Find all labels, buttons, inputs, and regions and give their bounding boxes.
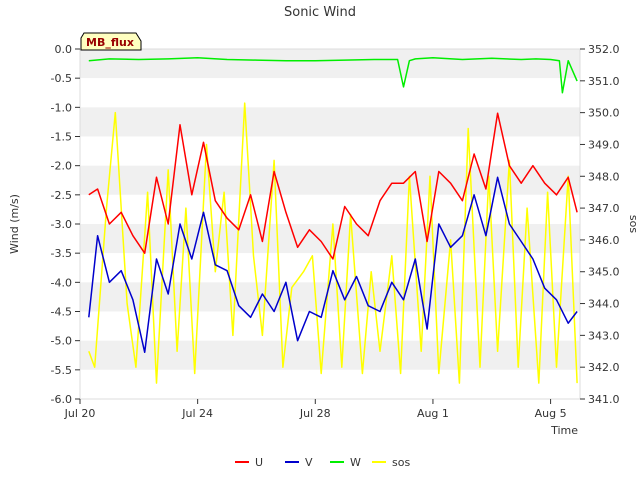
y-tick-label: -5.5 [51,364,72,377]
grid-band [80,136,580,166]
y2-tick-label: 347.0 [588,202,620,215]
chart-title: Sonic Wind [284,5,356,20]
y-tick-label: -1.0 [51,101,72,114]
y-tick-label: -4.0 [51,276,72,289]
legend-label-U: U [255,456,263,469]
x-tick-label: Aug 1 [417,407,449,420]
y-tick-label: -0.5 [51,72,72,85]
y-tick-label: -1.5 [51,131,72,144]
x-tick-label: Aug 5 [535,407,567,420]
y-tick-label: -6.0 [51,393,72,406]
legend-label-sos: sos [392,456,410,469]
y2-tick-label: 345.0 [588,266,620,279]
y2-tick-label: 343.0 [588,329,620,342]
grid-band [80,107,580,137]
y-axis-left: 0.0 -0.5 -1.0 -1.5 -2.0 -2.5 -3.0 -3.5 -4.0 -4.5 -… [51,43,80,406]
grid-band [80,369,580,399]
y-tick-label: -5.0 [51,335,72,348]
plot-background-bands [80,49,580,399]
series-line-W [88,57,578,94]
y2-axis-label: sos [627,215,640,233]
grid-band [80,194,580,224]
grid-band [80,282,580,312]
y2-tick-label: 341.0 [588,393,620,406]
legend-label-V: V [305,456,313,469]
y2-tick-label: 344.0 [588,298,620,311]
y-tick-label: -3.5 [51,247,72,260]
y-tick-label: -2.5 [51,189,72,202]
station-badge: MB_flux [80,32,142,51]
legend-label-W: W [350,456,361,469]
y-tick-label: -3.0 [51,218,72,231]
x-tick-label: Jul 24 [181,407,213,420]
x-axis: Jul 20 Jul 24 Jul 28 Aug 1 Aug 5 [64,399,567,420]
y2-tick-label: 346.0 [588,234,620,247]
series-line-U [88,112,578,260]
y-tick-label: -2.0 [51,160,72,173]
series-line-V [88,176,578,354]
station-badge-label: MB_flux [86,36,134,49]
series-lines [88,57,578,384]
x-tick-label: Jul 28 [299,407,331,420]
x-tick-label: Jul 20 [64,407,96,420]
x-axis-label: Time [550,424,578,437]
series-line-sos [88,102,578,384]
y2-tick-label: 352.0 [588,43,620,56]
y2-tick-label: 342.0 [588,361,620,374]
grid-band [80,49,580,79]
y2-tick-label: 350.0 [588,107,620,120]
y-axis-right: 341.0 342.0 343.0 344.0 345.0 346.0 347.0 348.0… [580,43,620,406]
y-axis-label: Wind (m/s) [8,194,21,254]
grid-band [80,78,580,108]
y2-tick-label: 351.0 [588,75,620,88]
y2-tick-label: 349.0 [588,138,620,151]
y-tick-label: -4.5 [51,306,72,319]
y-tick-label: 0.0 [55,43,73,56]
y2-tick-label: 348.0 [588,170,620,183]
